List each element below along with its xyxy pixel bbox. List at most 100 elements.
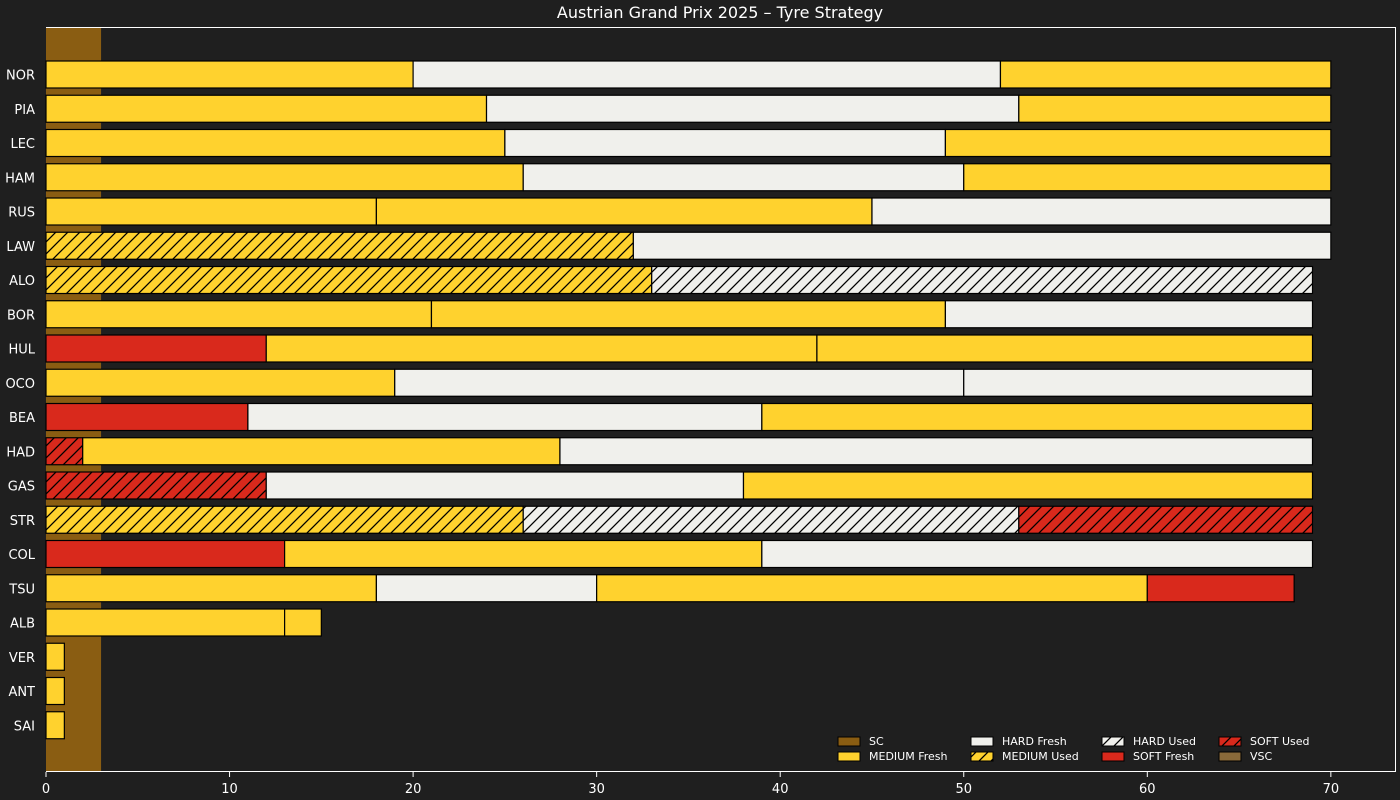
driver-label-bea: BEA [9,411,35,426]
stint-bar-bea-3 [761,402,1314,432]
driver-label-ham: HAM [5,171,35,186]
stint-bar-oco-2 [394,368,965,397]
stint-bar-nor-3 [999,60,1332,89]
stint-hatch-alo-1 [46,266,652,294]
stint-bar-nor-1 [45,60,414,89]
stint-bar-ham-1 [45,163,524,192]
legend-label: SC [869,735,884,748]
driver-label-sai: SAI [14,719,35,734]
x-tick-label: 40 [772,782,789,797]
stint-bar-bea-1 [45,402,249,432]
stint-bar-ham-2 [522,163,965,192]
driver-label-col: COL [8,548,35,563]
stint-bar-tsu-1 [45,574,377,603]
stint-bar-ham-3 [963,163,1332,192]
stint-bar-col-1 [45,539,286,569]
driver-label-rus: RUS [8,206,35,221]
x-tick-label: 10 [221,782,238,797]
legend-label: HARD Fresh [1002,735,1067,748]
stint-bar-gas-3 [742,471,1314,500]
driver-label-ant: ANT [8,685,35,700]
legend-label: SOFT Used [1250,735,1310,748]
stint-bar-hul-2 [265,334,818,363]
x-tick-label: 0 [42,782,50,797]
stint-bar-bea-2 [247,402,763,432]
stint-bar-had-3 [559,437,1314,466]
legend-label: MEDIUM Fresh [869,750,948,763]
stint-bar-hul-1 [45,334,267,363]
stint-bar-bor-2 [430,300,946,329]
legend-label: SOFT Fresh [1133,750,1194,763]
stint-bar-nor-2 [412,60,1002,89]
stint-hatch-alo-2 [651,266,1313,294]
legend-swatch-2 [970,736,994,747]
x-axis-ticks: 0 10 20 30 40 50 60 70 [42,772,1339,797]
driver-label-alo: ALO [9,274,35,289]
x-tick-label: 30 [588,782,605,797]
stint-bar-pia-3 [1018,94,1332,123]
stint-hatch-str-1 [46,506,524,534]
driver-label-gas: GAS [8,480,35,495]
stint-hatch-str-3 [1018,506,1313,534]
driver-label-pia: PIA [14,103,35,118]
legend-label: VSC [1250,750,1273,763]
stint-bar-col-2 [284,539,763,569]
legend-swatch-1 [837,751,861,762]
stint-bar-rus-1 [45,197,377,226]
legend-swatch-5 [1101,751,1125,762]
driver-label-hul: HUL [8,343,35,358]
stint-hatch-had-1 [46,437,83,465]
stint-bars [45,60,1332,740]
stint-bar-alb-1 [45,608,286,637]
stint-bar-col-3 [761,539,1314,569]
x-tick-label: 50 [955,782,972,797]
stint-hatch-str-2 [523,506,1019,534]
stint-bar-lec-1 [45,128,506,158]
legend-swatch-hatch-6 [1219,737,1241,746]
legend-swatch-0 [837,736,861,747]
stint-bar-ant-1 [45,676,65,706]
stint-bar-ver-1 [45,642,65,671]
driver-label-had: HAD [6,445,35,460]
chart-title: Austrian Grand Prix 2025 – Tyre Strategy [557,3,883,22]
stint-bar-gas-2 [265,471,745,500]
driver-label-nor: NOR [6,69,35,84]
driver-label-oco: OCO [5,377,35,392]
stint-bar-had-2 [82,437,561,466]
legend-swatch-hatch-3 [971,752,993,761]
driver-label-lec: LEC [10,137,35,152]
x-tick-label: 20 [405,782,422,797]
stint-bar-sai-1 [45,711,65,740]
stint-bar-tsu-4 [1146,574,1295,603]
stint-bar-alb-2 [284,608,322,637]
stint-bar-rus-3 [871,197,1332,226]
stint-bar-pia-1 [45,94,488,123]
stint-bar-oco-3 [963,368,1314,397]
stint-bar-lec-3 [944,128,1332,158]
stint-bar-tsu-2 [375,574,598,603]
driver-label-str: STR [10,514,35,529]
driver-label-tsu: TSU [8,582,35,597]
stint-bar-law-2 [632,231,1332,260]
legend-swatch-hatch-4 [1102,737,1124,746]
driver-label-law: LAW [6,240,35,255]
x-tick-label: 70 [1323,782,1340,797]
legend: SC MEDIUM Fresh HARD Fresh MEDIUM Used HARD … [837,735,1310,763]
x-tick-label: 60 [1139,782,1156,797]
driver-label-bor: BOR [7,308,35,323]
driver-labels: NOR PIA LEC HAM RUS LAW ALO BOR HUL OCO BEA HAD GAS S… [5,69,36,735]
driver-label-ver: VER [9,651,35,666]
stint-bar-pia-2 [485,94,1020,123]
stint-bar-hul-3 [816,334,1314,363]
stint-hatch-gas-1 [46,472,267,499]
driver-label-alb: ALB [10,617,35,632]
stint-bar-oco-1 [45,368,396,397]
stint-bar-lec-2 [504,128,946,158]
stint-bar-bor-3 [944,300,1314,329]
legend-label: MEDIUM Used [1002,750,1079,763]
legend-swatch-7 [1218,751,1242,762]
stint-hatch-law-1 [46,232,634,260]
stint-bar-tsu-3 [596,574,1148,603]
legend-label: HARD Used [1133,735,1196,748]
